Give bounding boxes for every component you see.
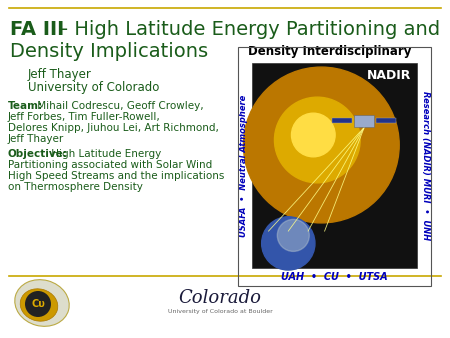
Text: Jeff Thayer: Jeff Thayer xyxy=(8,134,64,144)
Text: Team:: Team: xyxy=(8,101,43,111)
Circle shape xyxy=(292,113,335,157)
Text: FA III: FA III xyxy=(10,20,64,39)
Text: Density Implications: Density Implications xyxy=(10,42,208,61)
Text: on Thermosphere Density: on Thermosphere Density xyxy=(8,182,143,192)
Text: Objective:: Objective: xyxy=(8,149,68,159)
Text: Cυ: Cυ xyxy=(31,299,45,309)
Text: Density Interdisciplinary: Density Interdisciplinary xyxy=(248,45,411,58)
Bar xyxy=(354,115,374,127)
Bar xyxy=(252,63,417,268)
Text: USAFA  •  Neutral Atmosphere: USAFA • Neutral Atmosphere xyxy=(239,94,248,237)
Text: Colorado: Colorado xyxy=(179,289,261,307)
Bar xyxy=(238,47,431,286)
Ellipse shape xyxy=(15,280,69,326)
Text: Mihail Codrescu, Geoff Crowley,: Mihail Codrescu, Geoff Crowley, xyxy=(34,101,203,111)
Text: High Speed Streams and the implications: High Speed Streams and the implications xyxy=(8,171,225,181)
Bar xyxy=(332,118,352,123)
Text: High Latitude Energy: High Latitude Energy xyxy=(48,149,161,159)
Text: UAH  •  CU  •  UTSA: UAH • CU • UTSA xyxy=(281,272,388,282)
Text: NADIR: NADIR xyxy=(367,69,411,82)
Circle shape xyxy=(274,97,360,183)
Text: Research (NADIR) MURI  •  UNH: Research (NADIR) MURI • UNH xyxy=(422,91,431,240)
Circle shape xyxy=(277,219,309,251)
Circle shape xyxy=(243,67,399,223)
Circle shape xyxy=(25,291,51,317)
Ellipse shape xyxy=(20,289,58,321)
Circle shape xyxy=(261,217,315,270)
Text: Partitioning associated with Solar Wind: Partitioning associated with Solar Wind xyxy=(8,160,212,170)
Bar xyxy=(376,118,396,123)
Text: Jeff Thayer: Jeff Thayer xyxy=(28,68,92,81)
Text: – High Latitude Energy Partitioning and: – High Latitude Energy Partitioning and xyxy=(52,20,440,39)
Text: University of Colorado at Boulder: University of Colorado at Boulder xyxy=(167,309,272,314)
Text: Delores Knipp, Jiuhou Lei, Art Richmond,: Delores Knipp, Jiuhou Lei, Art Richmond, xyxy=(8,123,219,133)
Text: University of Colorado: University of Colorado xyxy=(28,81,159,94)
Text: Jeff Forbes, Tim Fuller-Rowell,: Jeff Forbes, Tim Fuller-Rowell, xyxy=(8,112,161,122)
